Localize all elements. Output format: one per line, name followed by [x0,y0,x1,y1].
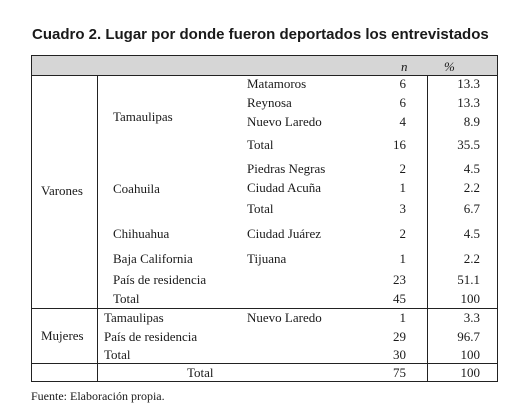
city-label: Nuevo Laredo [247,310,322,325]
grand-total-percent: 100 [460,365,481,380]
cell-n: 3 [399,201,407,216]
cell-n: 23 [393,272,406,287]
cell-percent: 4.5 [463,161,480,176]
grand-total-n: 75 [393,365,406,380]
group-divider [97,76,98,382]
city-label: Reynosa [247,95,292,110]
section-divider [32,308,497,309]
cell-n: 29 [393,329,406,344]
row-label: Total [104,347,131,362]
city-label: Ciudad Acuña [247,180,322,195]
cell-n: 1 [399,310,407,325]
source-note: Fuente: Elaboración propia. [31,389,165,403]
subtotal-label: Total [247,137,274,152]
cell-percent: 96.7 [457,329,480,344]
state-label: Baja California [113,251,193,266]
state-label: Tamaulipas [104,310,164,325]
state-label: Coahuila [113,181,160,196]
cell-percent: 13.3 [457,95,480,110]
cell-n: 6 [399,95,407,110]
table-header: n % [32,56,497,76]
table-title: Cuadro 2. Lugar por donde fueron deporta… [32,26,489,43]
cell-n: 45 [393,291,406,306]
city-label: Tijuana [247,251,287,266]
subtotal-label: Total [247,201,274,216]
cell-percent: 100 [460,291,481,306]
cell-percent: 6.7 [463,201,480,216]
cell-percent: 3.3 [463,310,480,325]
state-label: Chihuahua [113,226,170,241]
cell-n: 1 [399,251,407,266]
header-n: n [401,59,408,74]
cell-percent: 8.9 [463,114,480,129]
cell-percent: 51.1 [457,272,480,287]
cell-percent: 13.3 [457,76,480,91]
city-label: Ciudad Juárez [247,226,322,241]
cell-percent: 35.5 [457,137,480,152]
row-label: País de residencia [104,329,198,344]
city-label: Nuevo Laredo [247,114,322,129]
group-label-mujeres: Mujeres [41,328,84,343]
cell-n: 6 [399,76,407,91]
city-label: Matamoros [247,76,307,91]
total-divider [32,363,497,364]
column-divider [427,76,428,382]
data-table: n % Varones Tamaulipas Matamoros 6 13.3 … [31,55,498,382]
grand-total-label: Total [187,365,214,380]
cell-n: 2 [399,161,407,176]
group-label-varones: Varones [41,183,83,198]
header-percent: % [444,59,455,74]
cell-percent: 2.2 [463,251,480,266]
row-label: Total [113,291,140,306]
cell-percent: 4.5 [463,226,480,241]
cell-n: 16 [393,137,406,152]
cell-n: 1 [399,180,407,195]
cell-n: 30 [393,347,406,362]
cell-percent: 100 [460,347,481,362]
cell-n: 2 [399,226,407,241]
cell-n: 4 [399,114,407,129]
city-label: Piedras Negras [247,161,326,176]
cell-percent: 2.2 [463,180,480,195]
row-label: País de residencia [113,272,207,287]
state-label: Tamaulipas [113,109,173,124]
